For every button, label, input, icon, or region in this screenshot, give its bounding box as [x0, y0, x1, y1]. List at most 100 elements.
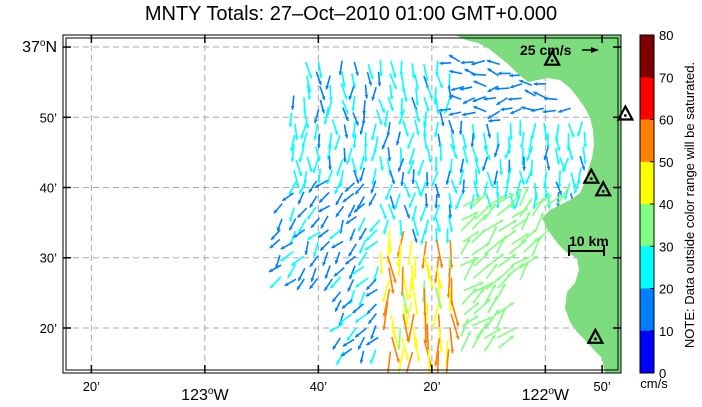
current-vector [576, 120, 584, 137]
current-vector [280, 250, 294, 262]
current-vector [287, 264, 297, 279]
current-vector [388, 203, 396, 221]
current-vector [298, 146, 305, 163]
current-vector [351, 120, 357, 139]
current-vector [341, 99, 349, 115]
current-vector [520, 228, 538, 243]
current-vector [317, 229, 329, 239]
current-vector [268, 264, 282, 273]
map-frame [62, 34, 622, 374]
current-vector [389, 84, 394, 100]
current-vector [328, 229, 342, 240]
current-vector [334, 180, 343, 195]
current-vector [470, 132, 475, 148]
current-vector [345, 215, 357, 225]
current-vector [433, 121, 440, 138]
current-vector [448, 288, 453, 312]
current-vector [332, 337, 341, 350]
current-vector [460, 214, 478, 232]
current-vector [543, 194, 563, 209]
current-vector [288, 112, 293, 128]
x-tick-label: 40’ [310, 379, 327, 394]
current-vector [349, 228, 356, 241]
current-vector [297, 191, 305, 205]
current-vector [486, 59, 501, 66]
current-vector [353, 202, 366, 213]
current-vector [487, 85, 499, 93]
current-vector [297, 219, 307, 233]
current-vector [389, 169, 396, 185]
map-title: MNTY Totals: 27–Oct–2010 01:00 GMT+0.000 [144, 3, 558, 25]
current-vector [555, 181, 563, 195]
current-vector [366, 303, 378, 315]
coastline-land [455, 35, 621, 373]
current-vector [522, 156, 527, 171]
current-vector [342, 107, 349, 122]
current-vector [370, 180, 377, 194]
colorbar-tick-label: 0 [659, 366, 666, 381]
radar-site-marker [543, 49, 561, 66]
current-vector [403, 204, 411, 219]
current-vector [297, 267, 306, 282]
current-vector [391, 336, 400, 363]
current-vector [471, 316, 493, 327]
current-vector [496, 301, 515, 315]
current-vector [415, 88, 420, 106]
current-vector [314, 146, 321, 161]
radar-site-marker [594, 180, 613, 197]
colorbar-segment [640, 330, 654, 374]
current-vector [449, 69, 463, 75]
current-vector [303, 112, 310, 129]
current-vector [336, 159, 344, 176]
current-vector [344, 255, 357, 265]
current-vector [509, 108, 522, 115]
x-tick-label: 122oW [522, 386, 570, 404]
current-vector [500, 107, 513, 112]
current-vector [473, 180, 480, 198]
current-vector [496, 308, 506, 329]
current-vector [473, 298, 491, 315]
colorbar-segment [640, 35, 654, 78]
current-vector [376, 109, 383, 126]
current-vector [417, 159, 425, 176]
scale-bar-label: 10 km [569, 233, 609, 249]
current-vector [484, 239, 502, 255]
current-vector [408, 147, 416, 165]
current-vector [370, 123, 377, 141]
current-vector [447, 215, 454, 232]
current-vector [359, 167, 366, 182]
current-vector [556, 192, 560, 207]
current-vector [354, 183, 365, 195]
current-vector [387, 351, 392, 373]
current-vector [383, 219, 389, 235]
current-vector [352, 112, 359, 126]
current-vector [510, 232, 530, 246]
current-vector [358, 239, 367, 254]
current-vector [421, 241, 427, 269]
current-vector [450, 143, 458, 159]
current-vector [448, 111, 462, 116]
current-vector [460, 331, 472, 352]
current-vector [348, 243, 357, 257]
current-vector [328, 84, 333, 101]
current-vector [485, 309, 500, 328]
current-vector [520, 211, 531, 231]
current-vector [419, 206, 427, 222]
current-vector [342, 338, 355, 347]
current-vector [471, 192, 488, 208]
current-vector [445, 228, 450, 244]
current-vector [518, 79, 533, 87]
current-vector [483, 145, 491, 161]
current-vector [426, 85, 434, 100]
current-vector [310, 267, 317, 283]
current-vector [413, 256, 417, 279]
current-vector [582, 146, 587, 165]
current-vector [530, 107, 545, 113]
current-vector [520, 131, 525, 149]
current-vector [313, 123, 319, 141]
current-vector [496, 272, 513, 289]
current-vector [555, 135, 561, 151]
current-vector [533, 82, 547, 86]
current-vector [354, 313, 368, 324]
current-vector [323, 107, 329, 125]
